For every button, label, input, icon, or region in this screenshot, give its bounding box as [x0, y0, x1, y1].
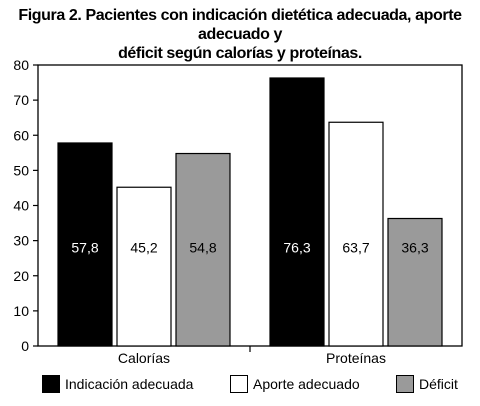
legend-swatch-aporte — [230, 375, 248, 393]
legend-swatch-deficit — [396, 375, 414, 393]
chart-title: Figura 2. Pacientes con indicación dieté… — [0, 6, 480, 63]
y-tick-label-0: 0 — [21, 338, 29, 354]
y-tick-label-10: 10 — [13, 303, 29, 319]
y-tick-label-70: 70 — [13, 92, 29, 108]
bar-1-1 — [57, 142, 113, 347]
bar-2-1 — [116, 186, 172, 347]
legend-swatch-indicacion — [42, 375, 60, 393]
data-label-3-1: 54,8 — [189, 240, 216, 256]
y-tick-label-40: 40 — [13, 198, 29, 214]
legend-label-indicacion: Indicación adecuada — [65, 376, 194, 392]
legend-item-deficit: Déficit — [396, 373, 458, 395]
data-label-3-2: 36,3 — [401, 240, 428, 256]
legend: Indicación adecuada Aporte adecuado Défi… — [0, 373, 480, 397]
y-tick-label-20: 20 — [13, 268, 29, 284]
y-tick-label-80: 80 — [13, 57, 29, 73]
bar-1-2 — [269, 77, 325, 347]
chart-title-line-1: Figura 2. Pacientes con indicación dieté… — [18, 7, 462, 43]
chart-title-line-2: déficit según calorías y proteínas. — [118, 45, 362, 62]
y-tick-label-30: 30 — [13, 233, 29, 249]
y-tick-label-50: 50 — [13, 162, 29, 178]
bar-2-2 — [328, 121, 384, 347]
bar-3-1 — [175, 152, 231, 347]
y-tick-label-60: 60 — [13, 127, 29, 143]
data-label-1-2: 76,3 — [283, 240, 310, 256]
legend-label-aporte: Aporte adecuado — [253, 376, 360, 392]
legend-label-deficit: Déficit — [419, 376, 458, 392]
data-label-2-1: 45,2 — [130, 240, 157, 256]
legend-item-aporte: Aporte adecuado — [230, 373, 360, 395]
data-label-2-2: 63,7 — [342, 240, 369, 256]
bar-3-2 — [387, 217, 443, 347]
x-category-label-1: Calorías — [118, 350, 170, 366]
data-label-1-1: 57,8 — [71, 240, 98, 256]
bar-chart: 0 10 20 30 40 50 60 70 80 57,8 45,2 54,8 Calorías 76,… — [13, 57, 463, 366]
x-category-label-2: Proteínas — [326, 350, 386, 366]
legend-item-indicacion: Indicación adecuada — [42, 373, 193, 395]
